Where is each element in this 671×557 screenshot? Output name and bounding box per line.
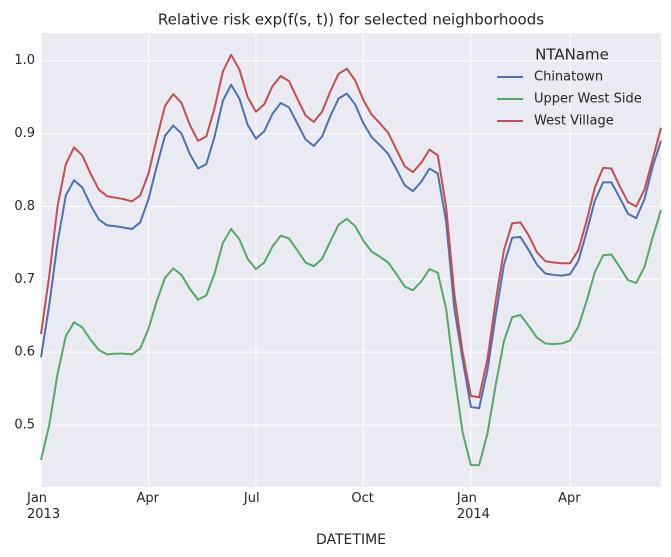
plot-background — [41, 33, 661, 487]
x-tick-label: Jul — [243, 491, 260, 506]
y-tick-label: 1.0 — [14, 53, 35, 68]
x-tick-label: Apr — [136, 491, 159, 506]
y-tick-label: 0.5 — [14, 418, 35, 433]
x-tick-label: Jan 2013 — [27, 491, 61, 522]
y-tick-label: 0.6 — [14, 345, 35, 360]
y-tick-label: 0.7 — [14, 272, 35, 287]
chart-title: Relative risk exp(f(s, t)) for selected … — [158, 11, 544, 29]
legend-label: Chinatown — [534, 70, 603, 85]
series-line — [40, 209, 662, 467]
y-tick-label: 0.8 — [14, 199, 35, 214]
legend-label: West Village — [534, 114, 614, 129]
x-tick-label: Jan 2014 — [456, 491, 490, 522]
x-tick-label: Oct — [351, 491, 374, 506]
x-tick-label: Apr — [558, 491, 581, 506]
series-line — [40, 53, 662, 399]
series-line — [40, 83, 662, 410]
legend-label: Upper West Side — [534, 92, 642, 107]
legend-title: NTAName — [535, 46, 609, 64]
y-tick-label: 0.9 — [14, 126, 35, 141]
x-axis-label: DATETIME — [316, 532, 386, 548]
